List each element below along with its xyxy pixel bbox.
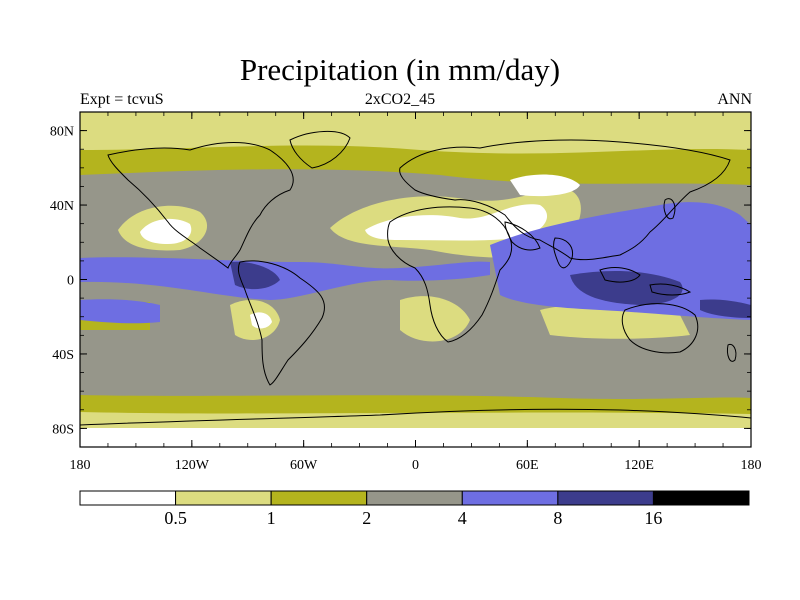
colorbar: 0.5 1 2 4 8 16 [79, 490, 750, 528]
contour-region-spcz-east [80, 299, 160, 324]
contour-region-central-asia [510, 174, 580, 197]
chart-title: Precipitation (in mm/day) [239, 52, 561, 87]
lon-tick-label: 180 [741, 458, 762, 473]
lat-tick-label: 80S [52, 422, 74, 437]
contour-region-antarctic-edge [80, 412, 751, 430]
lat-tick-label: 80N [50, 125, 74, 140]
coastline-eurasia [399, 139, 731, 261]
contour-region-indo-pacific-warm-pool [490, 202, 751, 320]
lon-tick-label: 120W [175, 458, 210, 473]
colorbar-swatch [175, 490, 272, 506]
colorbar-swatch [79, 490, 177, 506]
coastline-africa [387, 206, 513, 343]
lon-tick-label: 60E [516, 458, 539, 473]
colorbar-level-label: 2 [362, 508, 371, 528]
colorbar-swatch [652, 490, 750, 506]
coastline-outline [80, 130, 751, 426]
coastline-antarctica [80, 408, 751, 426]
contour-region-amazon-core [230, 261, 280, 290]
contour-region-spcz [700, 299, 751, 318]
longitude-axis: 180 120W 60W 0 60E 120E 180 [70, 112, 762, 473]
coastline-new-zealand [727, 343, 737, 362]
colorbar-level-label: 0.5 [164, 508, 187, 528]
lon-tick-label: 180 [70, 458, 91, 473]
coastline-north-america [107, 142, 294, 269]
coastline-greenland [289, 130, 351, 169]
coastline-maritime-islands [599, 267, 692, 296]
coastline-south-america [237, 260, 325, 386]
contour-region-maritime-continent [570, 270, 683, 305]
contour-region-ne-pacific [140, 218, 192, 244]
lon-tick-label: 120E [624, 458, 654, 473]
coastline-india [553, 237, 574, 269]
contour-region-antarctica [80, 428, 751, 447]
scenario-label: 2xCO2_45 [364, 91, 436, 108]
colorbar-swatch [270, 490, 368, 506]
colorbar-swatch [557, 490, 654, 506]
latitude-axis: 80N 40N 0 40S 80S [50, 111, 751, 448]
colorbar-level-label: 1 [267, 508, 276, 528]
contour-fill-layer [80, 112, 751, 447]
lat-tick-label: 40N [50, 199, 74, 214]
lat-tick-label: 0 [67, 274, 74, 289]
contour-region-itcz-pacific-atlantic [80, 257, 490, 300]
coastline-australia [621, 303, 699, 354]
colorbar-level-label: 16 [644, 508, 662, 528]
colorbar-level-label: 4 [458, 508, 467, 528]
lon-tick-label: 60W [290, 458, 318, 473]
coastline-japan [663, 198, 676, 220]
colorbar-level-label: 8 [553, 508, 562, 528]
colorbar-swatch [366, 490, 463, 506]
lon-tick-label: 0 [412, 458, 419, 473]
experiment-label: Expt = tcvuS [80, 91, 164, 108]
season-label: ANN [717, 91, 752, 108]
lat-tick-label: 40S [52, 348, 74, 363]
contour-region-north-midlat [80, 145, 751, 185]
contour-region-south-atlantic [400, 296, 470, 342]
colorbar-swatch [461, 490, 559, 506]
coastline-arabia [504, 221, 541, 251]
